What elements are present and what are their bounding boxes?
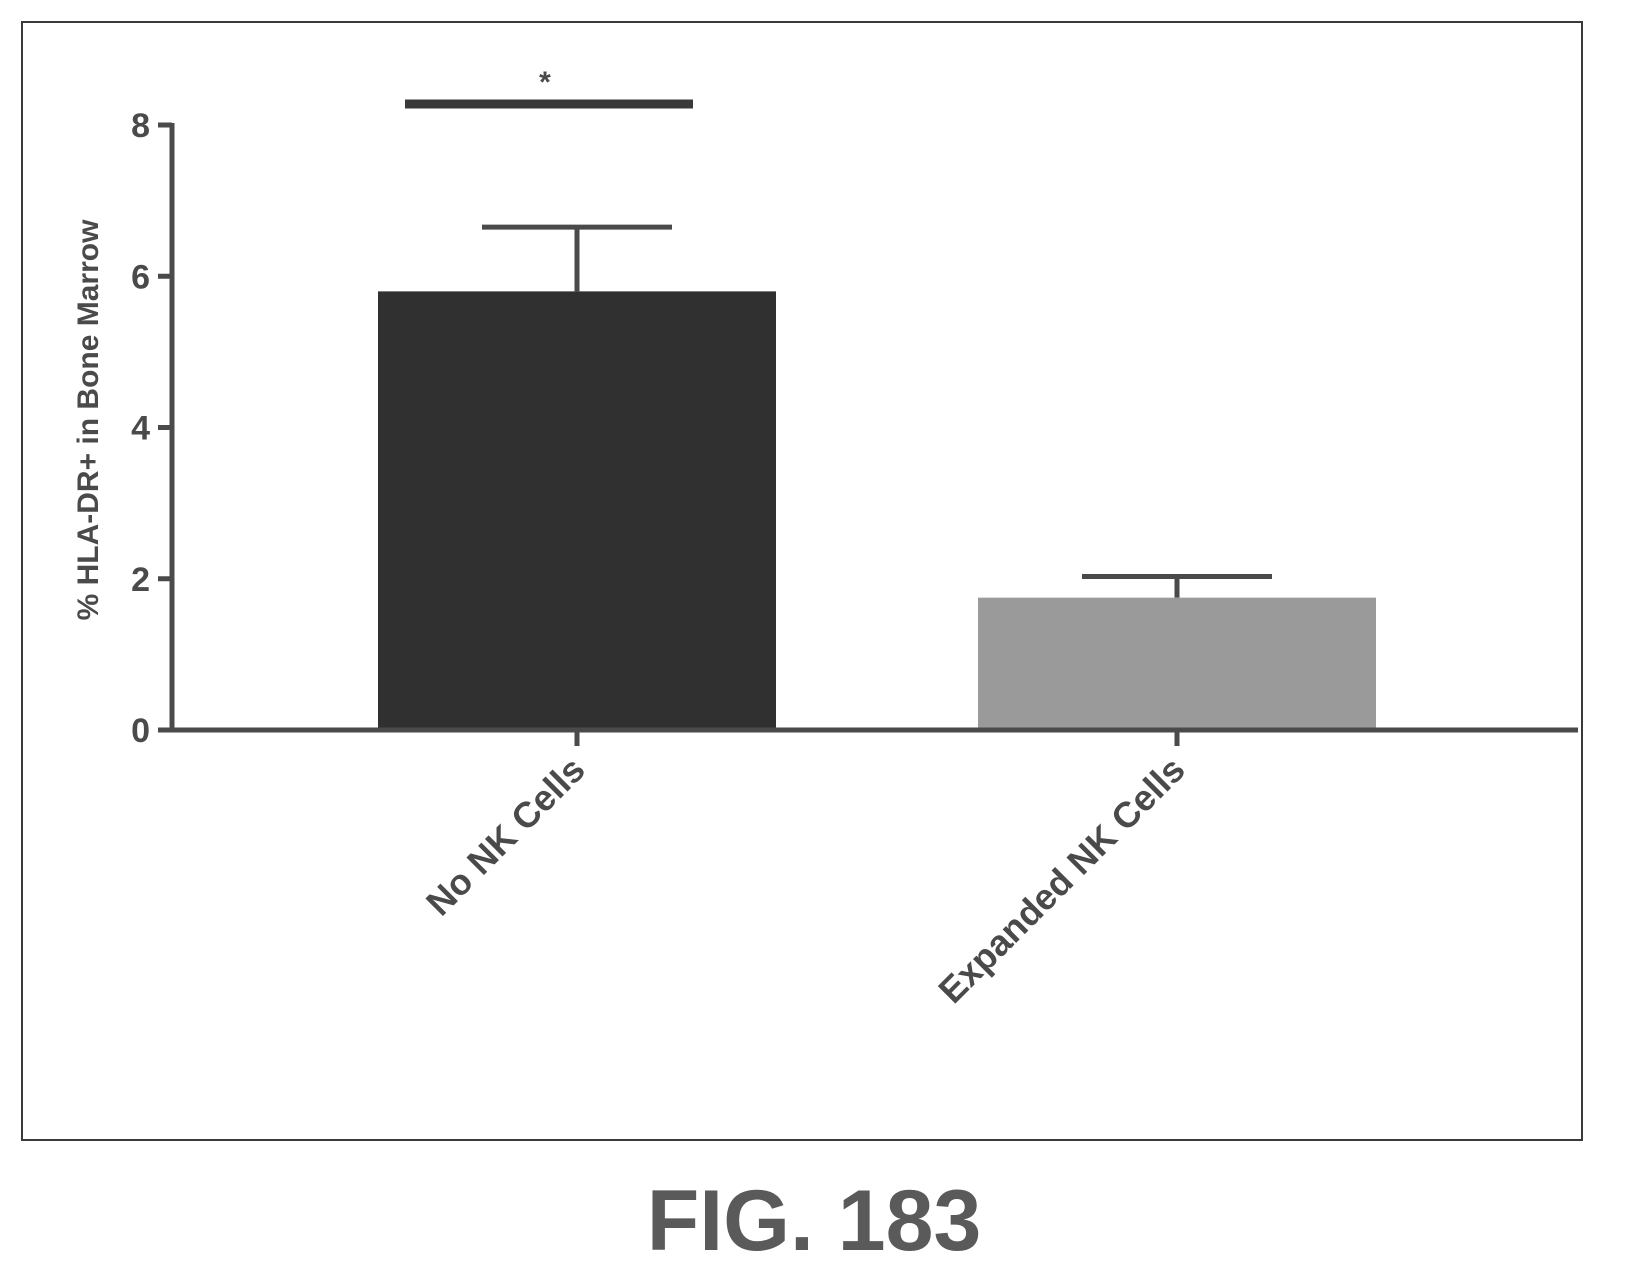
y-tick-label: 4: [131, 410, 150, 448]
x-category-label: Expanded NK Cells: [930, 749, 1192, 1011]
y-axis-label: % HLA-DR+ in Bone Marrow: [72, 219, 105, 621]
figure-caption: FIG. 183: [0, 1178, 1628, 1264]
y-tick-label: 0: [131, 712, 150, 750]
x-category-label: No NK Cells: [418, 749, 593, 924]
y-tick-label: 2: [131, 561, 150, 599]
bar: [378, 291, 776, 730]
y-tick-label: 6: [131, 258, 150, 296]
bar: [978, 598, 1376, 730]
y-tick-label: 8: [131, 107, 150, 145]
significance-label: *: [539, 66, 551, 99]
